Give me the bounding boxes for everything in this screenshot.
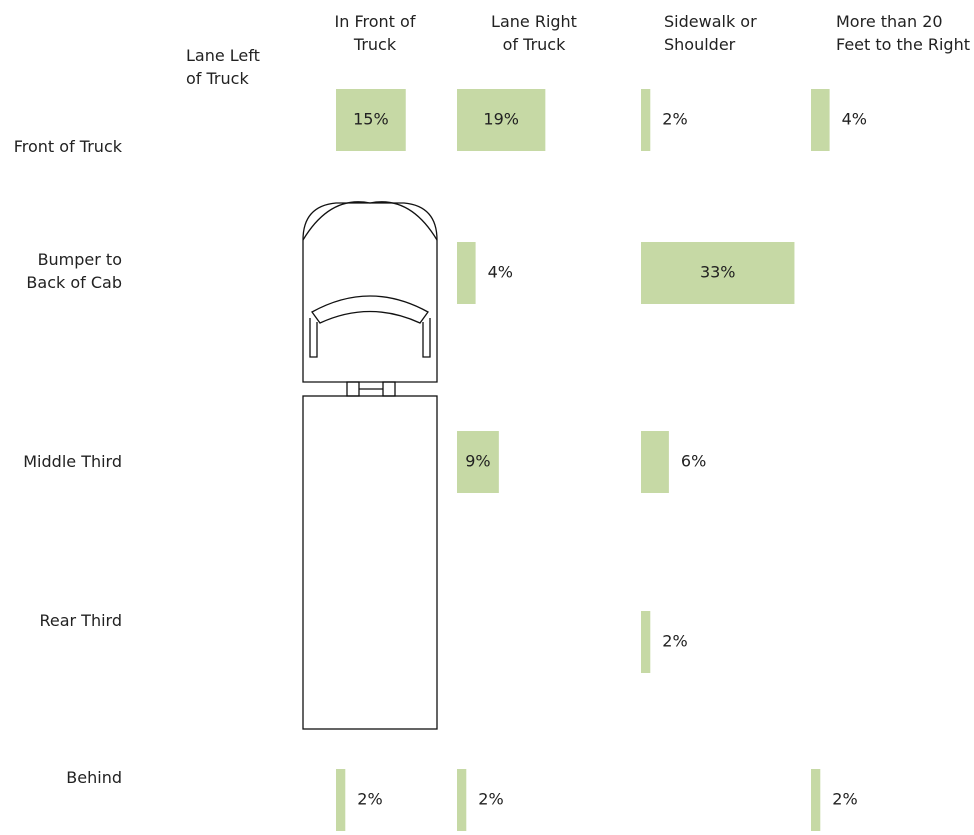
column-header: Lane Left of Truck [186, 46, 260, 88]
value-label: 2% [832, 790, 857, 809]
bar [336, 769, 346, 831]
bar [457, 769, 467, 831]
bar [811, 89, 830, 151]
bar [641, 242, 795, 304]
value-label: 2% [662, 632, 687, 651]
bar [641, 431, 669, 493]
bar [457, 89, 546, 151]
value-label: 4% [842, 110, 867, 129]
value-label: 15% [353, 110, 389, 129]
bar [641, 89, 651, 151]
bar [457, 242, 476, 304]
value-label: 2% [478, 790, 503, 809]
column-header: Lane Right of Truck [491, 12, 577, 54]
bar [457, 431, 499, 493]
row-label: Rear Third [39, 611, 122, 630]
value-label: 4% [488, 263, 513, 282]
value-label: 2% [662, 110, 687, 129]
row-label: Front of Truck [13, 137, 122, 156]
bar [641, 611, 651, 673]
column-header: More than 20 Feet to the Right [836, 12, 970, 54]
column-header: Sidewalk or Shoulder [664, 12, 757, 54]
value-label: 19% [483, 110, 519, 129]
truck [302, 201, 438, 730]
column-header: In Front of Truck [334, 12, 416, 54]
value-label: 6% [681, 452, 706, 471]
value-label: 9% [465, 452, 490, 471]
row-label: Bumper to Back of Cab [26, 250, 122, 292]
value-label: 33% [700, 263, 736, 282]
value-label: 2% [357, 790, 382, 809]
row-label: Behind [66, 768, 122, 787]
row-label: Middle Third [23, 452, 122, 471]
bar [336, 89, 406, 151]
bar [811, 769, 821, 831]
